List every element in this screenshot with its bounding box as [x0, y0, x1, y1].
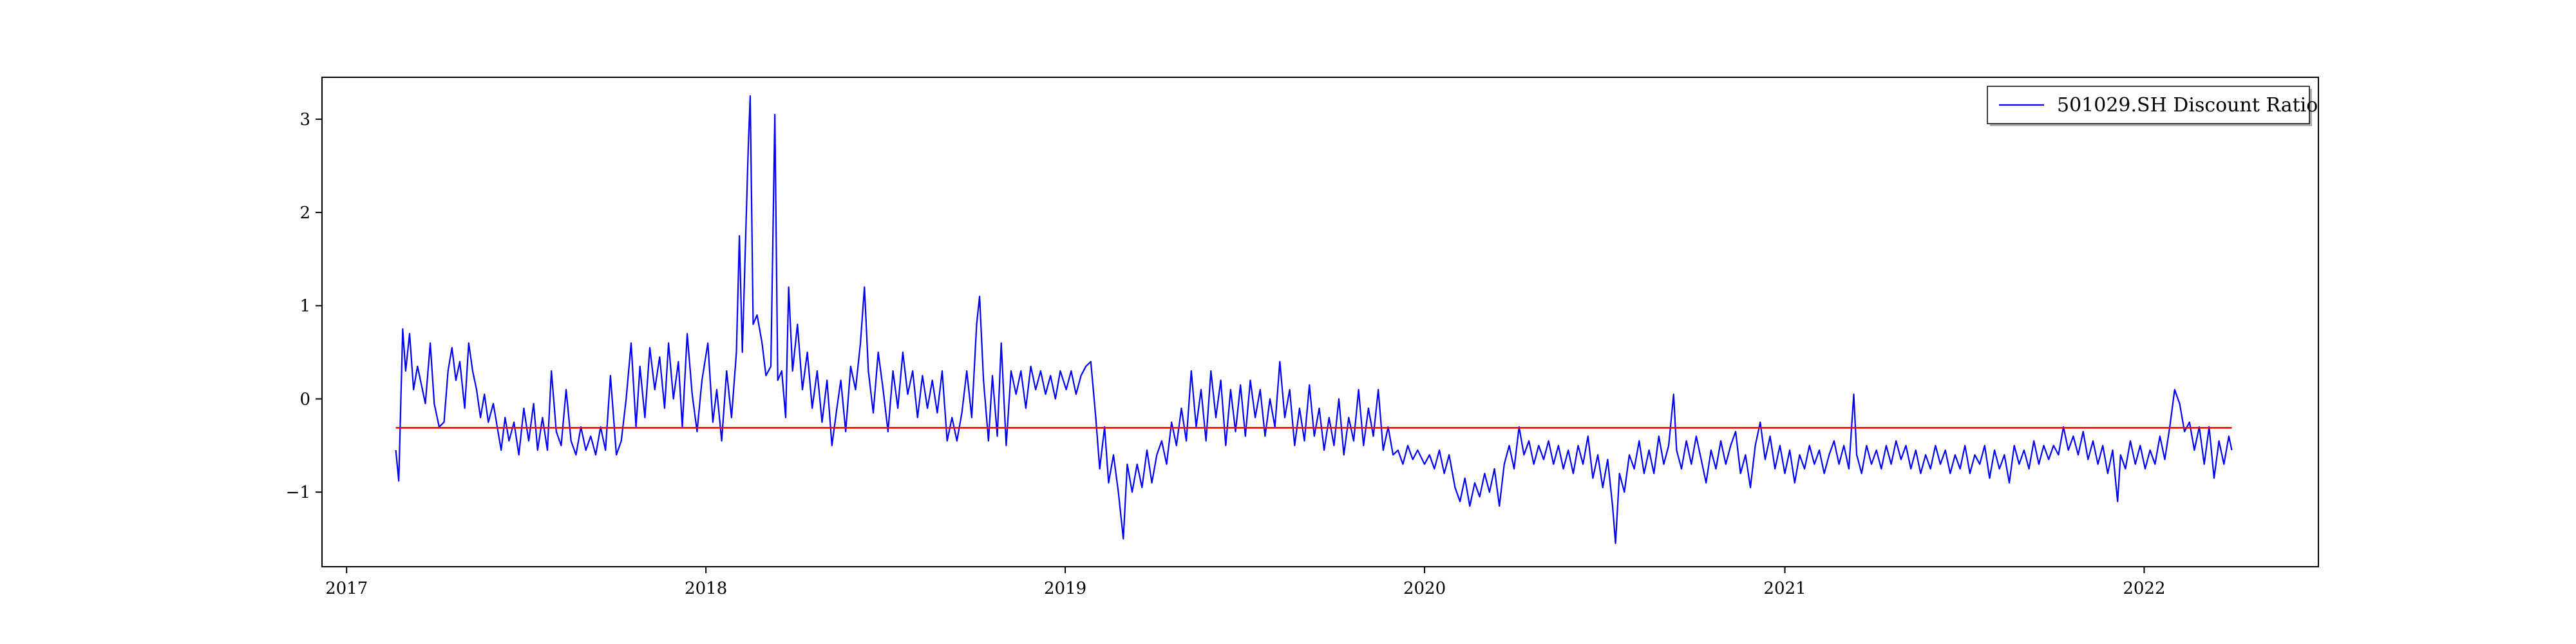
x-tick-label: 2021: [1763, 579, 1806, 598]
y-tick-label: 1: [299, 297, 310, 316]
legend: 501029.SH Discount Ratio: [1987, 86, 2318, 126]
y-tick-label: 0: [299, 390, 310, 409]
y-tick-label: −1: [286, 483, 310, 502]
x-tick-label: 2018: [685, 579, 727, 598]
axes: 2017 2018 2019 2020 2021 2022 −1 0 1 2 3: [286, 77, 2319, 598]
plot-frame: [321, 77, 2319, 567]
plot-area: [395, 95, 2233, 544]
y-tick-label: 2: [299, 204, 310, 223]
series-line: [395, 95, 2233, 544]
x-tick-label: 2020: [1403, 579, 1446, 598]
legend-label: 501029.SH Discount Ratio: [2057, 94, 2318, 117]
x-tick-label: 2022: [2123, 579, 2165, 598]
y-tick-label: 3: [299, 110, 310, 129]
x-tick-label: 2019: [1044, 579, 1086, 598]
x-tick-label: 2017: [325, 579, 368, 598]
